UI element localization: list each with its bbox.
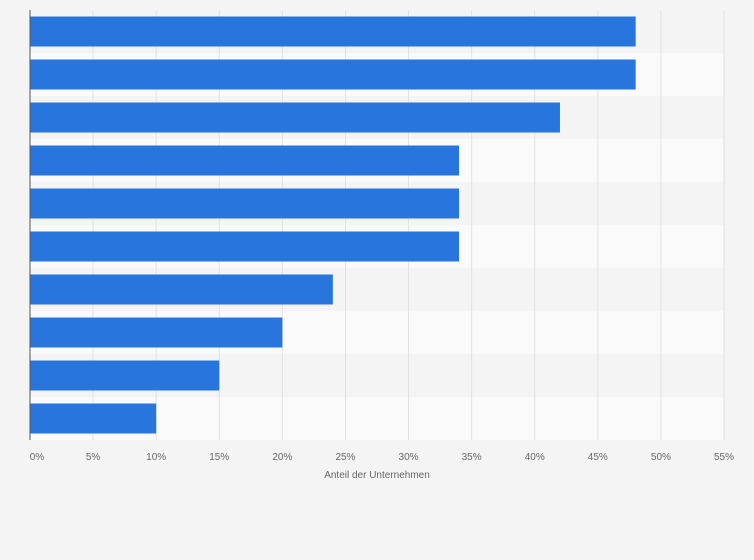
x-tick-label: 45% <box>588 452 608 463</box>
bar[interactable] <box>30 188 460 219</box>
bars <box>30 16 636 434</box>
bar[interactable] <box>30 274 333 305</box>
x-tick-label: 35% <box>462 452 482 463</box>
bar[interactable] <box>30 16 636 47</box>
x-tick-label: 55% <box>714 452 734 463</box>
bar[interactable] <box>30 59 636 90</box>
x-tick-label: 30% <box>399 452 419 463</box>
x-tick-label: 5% <box>86 452 101 463</box>
bar[interactable] <box>30 102 560 133</box>
x-tick-label: 25% <box>335 452 355 463</box>
bar[interactable] <box>30 403 157 434</box>
bar[interactable] <box>30 360 220 391</box>
x-axis-title: Anteil der Unternehmen <box>324 470 430 481</box>
x-tick-label: 15% <box>209 452 229 463</box>
x-tick-label: 50% <box>651 452 671 463</box>
x-tick-label: 40% <box>525 452 545 463</box>
bar[interactable] <box>30 317 283 348</box>
x-tick-labels: 0% 5% 10% 15% 20% 25% 30% 35% 40% 45% 50% 55% <box>30 452 734 463</box>
x-tick-label: 0% <box>30 452 45 463</box>
bar[interactable] <box>30 145 460 176</box>
bar[interactable] <box>30 231 460 262</box>
x-tick-label: 20% <box>272 452 292 463</box>
x-tick-label: 10% <box>146 452 166 463</box>
